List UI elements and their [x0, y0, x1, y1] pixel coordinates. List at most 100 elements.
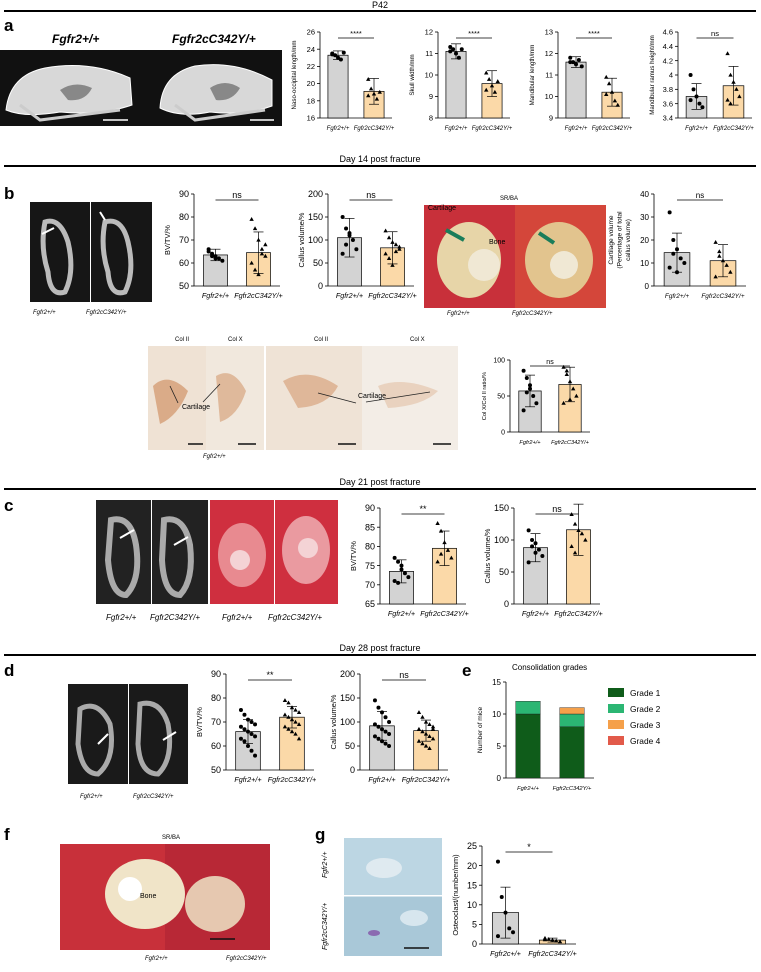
data-point — [282, 698, 288, 702]
x-category-label: Fgfr2cC342Y/+ — [551, 440, 590, 446]
b-col-cartilage-label-2: Cartilage — [358, 393, 387, 400]
data-point — [372, 734, 377, 739]
data-point — [691, 87, 696, 92]
x-category-label: Fgfr2+/+ — [665, 293, 689, 300]
data-point — [438, 551, 444, 556]
data-point — [717, 249, 722, 254]
data-point — [340, 215, 345, 219]
y-tick-label: 9 — [549, 114, 553, 123]
data-point — [427, 722, 432, 726]
y-axis-label: BV/TV/% — [195, 707, 204, 737]
data-point — [383, 729, 388, 734]
chart-naso-occipital-length: 16 18 20 22 24 26 Naso-occipital length/mm Fgfr… — [291, 28, 395, 132]
x-category-label: Fgfr2cC342Y/+ — [402, 775, 451, 784]
data-point — [282, 712, 288, 717]
y-tick-label: 4.2 — [663, 56, 673, 65]
data-point — [396, 559, 401, 564]
x-category-label: Fgfr2cC342Y/+ — [368, 291, 417, 300]
x-category-label: Fgfr2cC342Y/+ — [354, 126, 395, 132]
y-tick-label: 0 — [504, 599, 509, 609]
data-point — [667, 265, 672, 270]
data-point — [688, 73, 693, 77]
data-point — [296, 710, 302, 714]
y-tick-label: 90 — [179, 189, 189, 199]
x-category-label: Fgfr2+/+ — [565, 126, 588, 132]
y-tick-label: 85 — [365, 522, 375, 532]
data-point — [734, 87, 739, 91]
data-point — [486, 77, 492, 81]
data-point — [263, 242, 268, 247]
data-point — [238, 708, 243, 712]
data-point — [252, 226, 258, 231]
data-point — [448, 45, 453, 50]
data-point — [293, 731, 298, 736]
y-tick-label: 150 — [340, 693, 355, 703]
y-tick-label: 50 — [313, 258, 323, 268]
data-point — [572, 550, 578, 555]
g-trap-histology — [344, 838, 442, 956]
label-c-mut: Fgfr2C342Y/+ — [150, 613, 201, 622]
data-point — [344, 226, 349, 231]
significance-label: **** — [350, 29, 362, 38]
y-tick-label: 8 — [429, 114, 433, 123]
label-g-mut: Fgfr2cC342Y/+ — [322, 902, 329, 950]
y-tick-label: 50 — [497, 393, 505, 400]
b-srba-bone-label: Bone — [489, 239, 506, 246]
label-f-mut: Fgfr2cC342Y/+ — [226, 956, 267, 962]
data-point — [392, 555, 397, 560]
data-point — [238, 736, 243, 741]
data-point — [286, 714, 291, 719]
y-tick-label: 24 — [307, 45, 315, 54]
data-point — [526, 560, 531, 565]
significance-label: ns — [232, 190, 242, 200]
data-point — [530, 538, 535, 542]
data-point — [448, 49, 453, 54]
data-point — [579, 531, 585, 536]
data-point — [606, 81, 612, 86]
y-axis-label: Mandibular ramus height/mm — [649, 35, 656, 115]
chart-c-callus-volume: 0 50 100 150 Callus volume/% Fgfr2+/+ Fgfr2cC3… — [483, 503, 603, 618]
data-point — [564, 368, 569, 373]
data-point — [390, 263, 395, 267]
data-point — [427, 734, 432, 738]
data-point — [216, 256, 221, 261]
label-d-wt: Fgfr2+/+ — [80, 794, 103, 800]
data-point — [521, 408, 526, 413]
chart-b-callus-volume: 0 50 100 150 200 Callus volume/% Fgfr2+/+ Fgfr2… — [297, 189, 417, 300]
data-point — [242, 712, 247, 717]
significance-label: ** — [419, 504, 427, 514]
data-point — [583, 537, 588, 542]
data-point — [220, 258, 225, 263]
y-tick-label: 200 — [308, 189, 323, 199]
significance-label: ns — [366, 190, 376, 200]
y-tick-label: 12 — [545, 49, 553, 58]
data-point — [259, 251, 265, 256]
data-point — [700, 105, 705, 110]
chart-d-bvtv: 50 60 70 80 90 BV/TV/% Fgfr2+/+ Fgfr2cC342Y/+ ** — [195, 669, 316, 784]
data-point — [246, 744, 250, 748]
b-microct-art — [40, 202, 134, 302]
y-axis-label-line: (Percentage of total — [617, 211, 624, 269]
chart-b-bvtv: 50 60 70 80 90 BV/TV/% Fgfr2+/+ Fgfr2cC342Y/+ ns — [163, 189, 283, 300]
data-point — [561, 364, 566, 369]
b-srba-title: SR/BA — [500, 196, 519, 202]
data-point — [259, 246, 265, 251]
significance-label: **** — [468, 29, 480, 38]
data-point — [728, 269, 733, 274]
section-rule — [4, 165, 756, 167]
y-tick-label: 20 — [307, 79, 315, 88]
y-tick-label: 26 — [307, 28, 315, 37]
data-point — [383, 228, 388, 233]
data-point — [604, 74, 609, 79]
data-point — [282, 724, 288, 729]
y-tick-label: 20 — [467, 861, 477, 871]
data-point — [484, 87, 489, 92]
y-tick-label: 3.6 — [663, 99, 673, 108]
y-tick-label: 13 — [545, 28, 553, 37]
y-axis-label: Callus volume/% — [329, 694, 338, 749]
b-col-x-label-2: Col X — [410, 337, 425, 343]
data-point — [530, 544, 535, 549]
data-point — [737, 94, 742, 99]
chart-b-cartilage-volume: 0 10 20 30 40 Cartilage volume(Percentage of … — [608, 190, 746, 300]
